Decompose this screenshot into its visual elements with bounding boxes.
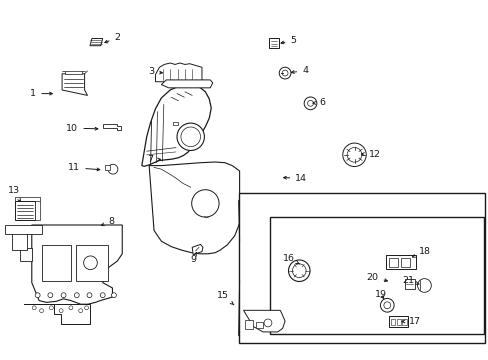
Circle shape [40,309,43,312]
Circle shape [59,309,63,312]
Polygon shape [192,244,203,255]
Circle shape [87,293,92,298]
Circle shape [84,306,88,310]
Circle shape [292,264,305,278]
Polygon shape [90,39,102,46]
Circle shape [61,293,66,298]
Polygon shape [32,225,122,304]
Polygon shape [5,225,41,234]
Bar [41,245,71,281]
Text: 10: 10 [66,123,98,132]
Circle shape [74,293,79,298]
Circle shape [380,298,393,312]
Circle shape [342,143,366,167]
Circle shape [69,306,73,310]
Circle shape [48,293,53,298]
Bar [390,319,394,325]
Polygon shape [161,80,212,88]
Bar [15,201,35,220]
Text: 17: 17 [401,317,420,326]
Text: 1: 1 [30,89,52,98]
Polygon shape [105,165,110,170]
Polygon shape [155,63,202,82]
Text: 6: 6 [312,98,325,107]
Circle shape [264,319,271,327]
Circle shape [111,293,116,298]
Circle shape [49,306,53,310]
Circle shape [191,190,219,217]
Text: 11: 11 [68,163,100,172]
Bar [244,320,253,329]
Circle shape [177,123,204,150]
Text: 13: 13 [8,186,20,201]
Text: 4: 4 [291,66,307,75]
Polygon shape [102,124,121,130]
Circle shape [383,302,390,309]
Text: 5: 5 [281,36,296,45]
Text: 18: 18 [411,248,429,257]
Text: 15: 15 [217,292,233,305]
Text: 7: 7 [147,155,160,164]
Circle shape [100,293,105,298]
Polygon shape [20,248,32,261]
Polygon shape [24,304,90,324]
Circle shape [417,279,430,292]
Text: 8: 8 [101,217,114,226]
Circle shape [346,148,361,162]
Bar [172,122,178,125]
Text: 16: 16 [282,253,299,264]
Text: 2: 2 [104,33,120,43]
Bar [402,319,406,325]
Circle shape [307,100,313,106]
Polygon shape [149,162,239,254]
Circle shape [108,164,118,174]
Polygon shape [65,71,81,74]
Bar [388,316,407,327]
Bar [269,217,483,334]
Text: 9: 9 [190,253,196,264]
Circle shape [288,260,309,282]
Polygon shape [12,232,27,250]
Bar [388,258,397,267]
Polygon shape [243,310,285,332]
Bar [269,38,279,48]
Circle shape [304,97,316,110]
Bar [400,258,409,267]
Bar [255,322,263,328]
Text: 12: 12 [361,150,380,158]
Circle shape [32,306,36,310]
Text: 19: 19 [374,290,386,299]
Circle shape [35,293,40,298]
Text: 20: 20 [366,273,386,282]
Circle shape [83,256,97,270]
Circle shape [79,309,82,312]
Polygon shape [142,85,211,166]
Bar [238,193,484,343]
Text: 3: 3 [148,68,162,77]
Bar [396,319,400,325]
Bar [76,245,107,281]
Polygon shape [62,74,87,95]
Text: 14: 14 [283,174,306,183]
Bar [404,279,414,289]
Bar [386,255,415,269]
Circle shape [181,127,200,147]
Circle shape [279,67,290,79]
Circle shape [282,70,287,76]
Text: 21: 21 [401,276,418,284]
Polygon shape [35,201,40,220]
